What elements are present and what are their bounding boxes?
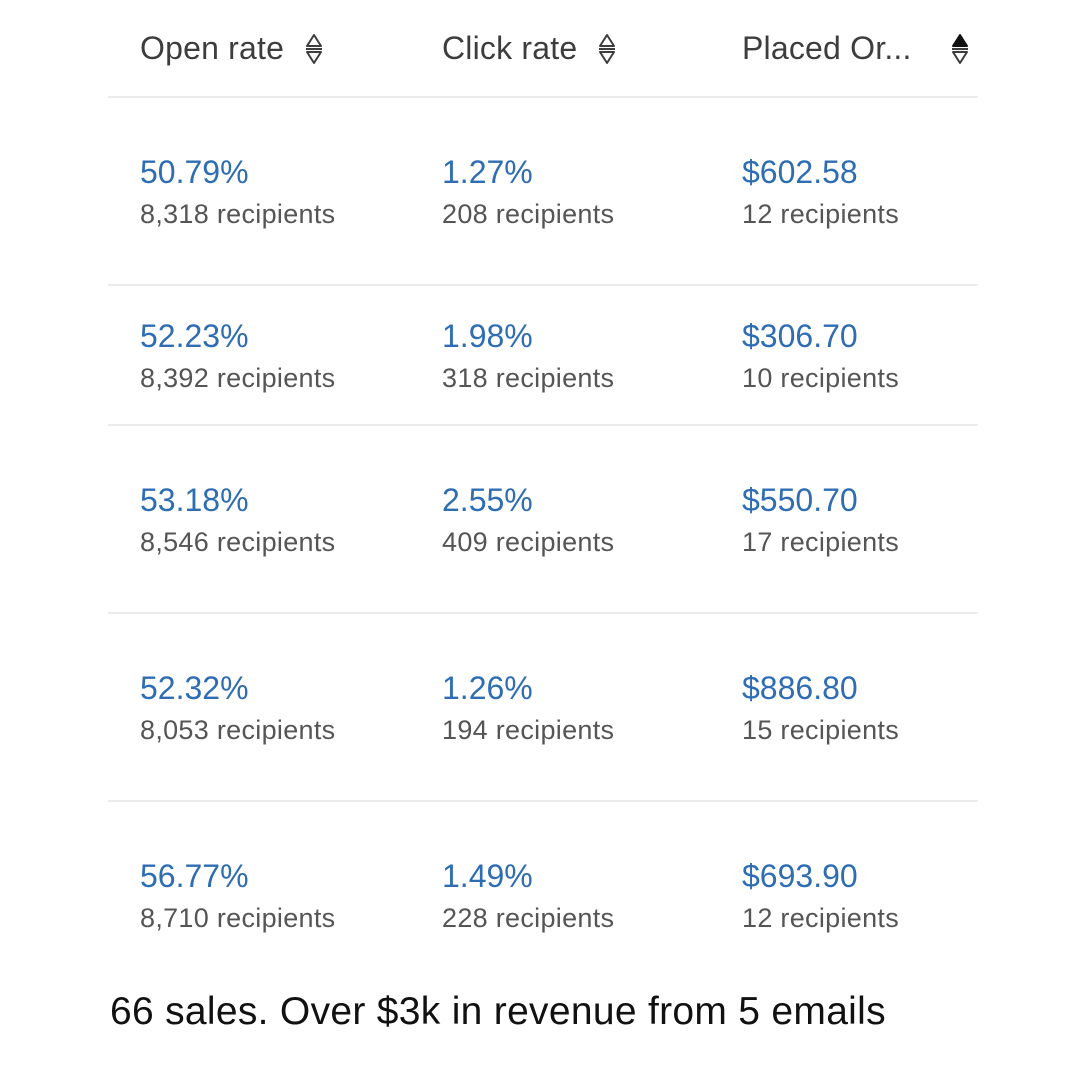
placed-order-recipients: 12 recipients — [742, 199, 899, 229]
placed-order-cell: $306.70 10 recipients — [742, 318, 899, 394]
sort-descending-active-icon[interactable] — [950, 32, 970, 66]
table-row[interactable]: 50.79% 8,318 recipients 1.27% 208 recipi… — [108, 98, 978, 286]
column-header-label: Placed Or... — [742, 30, 912, 66]
open-rate-cell: 52.32% 8,053 recipients — [140, 670, 335, 746]
open-rate-recipients: 8,318 recipients — [140, 199, 336, 229]
column-header-click-rate[interactable]: Click rate — [442, 30, 617, 67]
click-rate-value[interactable]: 1.27% — [442, 154, 533, 190]
open-rate-value[interactable]: 52.23% — [140, 318, 249, 354]
table-row[interactable]: 53.18% 8,546 recipients 2.55% 409 recipi… — [108, 426, 978, 614]
placed-order-value[interactable]: $306.70 — [742, 318, 858, 354]
open-rate-value[interactable]: 50.79% — [140, 154, 249, 190]
click-rate-recipients: 409 recipients — [442, 527, 615, 557]
placed-order-value[interactable]: $550.70 — [742, 482, 858, 518]
click-rate-value[interactable]: 1.26% — [442, 670, 533, 706]
click-rate-cell: 2.55% 409 recipients — [442, 482, 614, 558]
placed-order-recipients: 17 recipients — [742, 527, 899, 557]
open-rate-recipients: 8,392 recipients — [140, 363, 336, 393]
summary-caption: 66 sales. Over $3k in revenue from 5 ema… — [110, 990, 886, 1033]
click-rate-cell: 1.98% 318 recipients — [442, 318, 614, 394]
click-rate-recipients: 208 recipients — [442, 199, 615, 229]
table-row[interactable]: 52.23% 8,392 recipients 1.98% 318 recipi… — [108, 286, 978, 426]
placed-order-recipients: 10 recipients — [742, 363, 899, 393]
column-header-label: Open rate — [140, 30, 285, 66]
open-rate-cell: 53.18% 8,546 recipients — [140, 482, 335, 558]
click-rate-cell: 1.27% 208 recipients — [442, 154, 614, 230]
placed-order-value[interactable]: $886.80 — [742, 670, 858, 706]
placed-order-value[interactable]: $693.90 — [742, 858, 858, 894]
placed-order-value[interactable]: $602.58 — [742, 154, 858, 190]
open-rate-value[interactable]: 53.18% — [140, 482, 249, 518]
click-rate-value[interactable]: 1.98% — [442, 318, 533, 354]
click-rate-cell: 1.49% 228 recipients — [442, 858, 614, 934]
placed-order-cell: $550.70 17 recipients — [742, 482, 899, 558]
open-rate-recipients: 8,710 recipients — [140, 903, 336, 933]
click-rate-value[interactable]: 1.49% — [442, 858, 533, 894]
placed-order-recipients: 15 recipients — [742, 715, 899, 745]
open-rate-recipients: 8,546 recipients — [140, 527, 336, 557]
click-rate-value[interactable]: 2.55% — [442, 482, 533, 518]
placed-order-recipients: 12 recipients — [742, 903, 899, 933]
table-header: Open rate Click rate Placed Or... — [108, 0, 978, 98]
sort-unsorted-icon[interactable] — [304, 32, 324, 66]
table-row[interactable]: 52.32% 8,053 recipients 1.26% 194 recipi… — [108, 614, 978, 802]
placed-order-cell: $886.80 15 recipients — [742, 670, 899, 746]
click-rate-cell: 1.26% 194 recipients — [442, 670, 614, 746]
click-rate-recipients: 318 recipients — [442, 363, 615, 393]
column-header-placed-order[interactable]: Placed Or... — [742, 30, 970, 67]
column-header-label: Click rate — [442, 30, 578, 66]
open-rate-value[interactable]: 56.77% — [140, 858, 249, 894]
open-rate-cell: 50.79% 8,318 recipients — [140, 154, 335, 230]
open-rate-cell: 56.77% 8,710 recipients — [140, 858, 335, 934]
click-rate-recipients: 194 recipients — [442, 715, 615, 745]
table-row[interactable]: 56.77% 8,710 recipients 1.49% 228 recipi… — [108, 802, 978, 978]
click-rate-recipients: 228 recipients — [442, 903, 615, 933]
placed-order-cell: $602.58 12 recipients — [742, 154, 899, 230]
sort-unsorted-icon[interactable] — [597, 32, 617, 66]
open-rate-value[interactable]: 52.32% — [140, 670, 249, 706]
campaign-metrics-table: Open rate Click rate Placed Or... — [108, 0, 978, 978]
open-rate-cell: 52.23% 8,392 recipients — [140, 318, 335, 394]
column-header-open-rate[interactable]: Open rate — [140, 30, 324, 67]
placed-order-cell: $693.90 12 recipients — [742, 858, 899, 934]
open-rate-recipients: 8,053 recipients — [140, 715, 336, 745]
